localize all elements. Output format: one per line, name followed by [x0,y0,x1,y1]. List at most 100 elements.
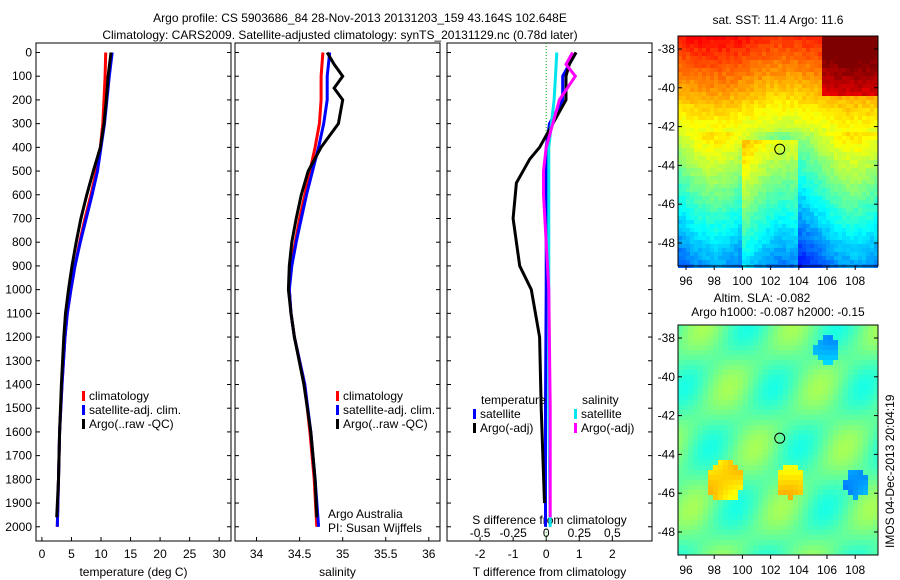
sst-map-cell [770,204,774,208]
sst-map-cell [810,104,814,108]
sst-map-cell [738,248,742,252]
sst-map-cell [826,180,830,184]
sst-map-cell [698,64,702,68]
sst-map-cell [710,128,714,132]
sst-map-cell [762,156,766,160]
sla-map-cell [753,550,758,555]
sla-map-cell [843,370,848,375]
sst-map-cell [822,252,826,256]
sst-map-cell [738,192,742,196]
sla-map-cell [853,430,858,435]
sla-map-cell [723,530,728,535]
sla-map-cell [768,325,773,330]
sst-map-cell [714,76,718,80]
sla-map-cell [728,385,733,390]
sla-map-cell [748,340,753,345]
sst-map-cell [806,120,810,124]
sst-map-cell [766,208,770,212]
sst-map-cell [686,156,690,160]
sst-map-cell [862,212,866,216]
sla-map-cell [858,360,863,365]
sst-map-cell [810,244,814,248]
sla-map-cell [713,545,718,550]
sla-map-cell [758,380,763,385]
sla-map-cell [808,415,813,420]
sst-map-cell [730,132,734,136]
sst-map-cell [850,56,854,60]
sst-map-cell [834,196,838,200]
sst-map-cell [734,140,738,144]
sst-map-cell [690,84,694,88]
sst-map-cell [802,144,806,148]
sla-map-cell [683,450,688,455]
sst-map-cell [778,64,782,68]
sst-map-cell [702,64,706,68]
sla-map-cell [848,515,853,520]
sla-map-cell [863,400,868,405]
sla-map-cell [828,355,833,360]
sst-map-cell [786,64,790,68]
legend-swatch [473,423,476,433]
sla-map-cell [783,535,788,540]
sla-map-cell [803,515,808,520]
sst-map-cell [690,52,694,56]
sst-map-cell [758,44,762,48]
sla-map-cell [788,385,793,390]
sst-map-cell [758,84,762,88]
sst-map-cell [702,128,706,132]
sst-map-cell [694,60,698,64]
sst-map-cell [714,48,718,52]
sst-map-cell [866,204,870,208]
sst-map-cell [782,156,786,160]
sst-map-cell [774,196,778,200]
sst-map-cell [866,112,870,116]
sst-map-cell [734,248,738,252]
sst-map-cell [814,176,818,180]
sla-map-cell [778,365,783,370]
sst-map-cell [794,64,798,68]
sla-map-cell [768,390,773,395]
sst-map-cell [682,252,686,256]
sst-map-cell [694,228,698,232]
sst-map-cell [762,40,766,44]
sla-map-cell [793,370,798,375]
sst-map-cell [846,256,850,260]
sst-map-cell [754,252,758,256]
sst-map-cell [834,200,838,204]
sst-map-cell [698,188,702,192]
sla-map-cell [788,445,793,450]
sst-map-cell [706,248,710,252]
sst-map-cell [782,112,786,116]
sst-map-cell [778,216,782,220]
sst-map-cell [754,48,758,52]
sst-map-cell [818,248,822,252]
sla-map-cell [723,450,728,455]
sst-map-cell [718,212,722,216]
sla-map-cell [803,455,808,460]
sst-map-cell [738,100,742,104]
sst-map-cell [810,44,814,48]
sst-map-cell [710,80,714,84]
sst-map-cell [694,96,698,100]
sla-map-cell [773,515,778,520]
sst-map-cell [746,184,750,188]
sla-map-cell [853,425,858,430]
sst-map-cell [714,36,718,40]
sla-map-cell [753,435,758,440]
sst-map-cell [834,192,838,196]
sla-map-cell [718,490,723,495]
sla-map-cell [788,435,793,440]
sla-map-cell [708,385,713,390]
sla-map-cell [738,465,743,470]
sst-map-cell [818,184,822,188]
sla-map-cell [778,525,783,530]
sla-map-cell [823,455,828,460]
sla-map-cell [768,510,773,515]
sla-map-cell [748,540,753,545]
sst-map-cell [714,204,718,208]
sst-map-cell [702,176,706,180]
sst-map-cell [846,48,850,52]
sst-map-cell [730,144,734,148]
sla-map-cell [758,535,763,540]
sst-map-cell [714,152,718,156]
